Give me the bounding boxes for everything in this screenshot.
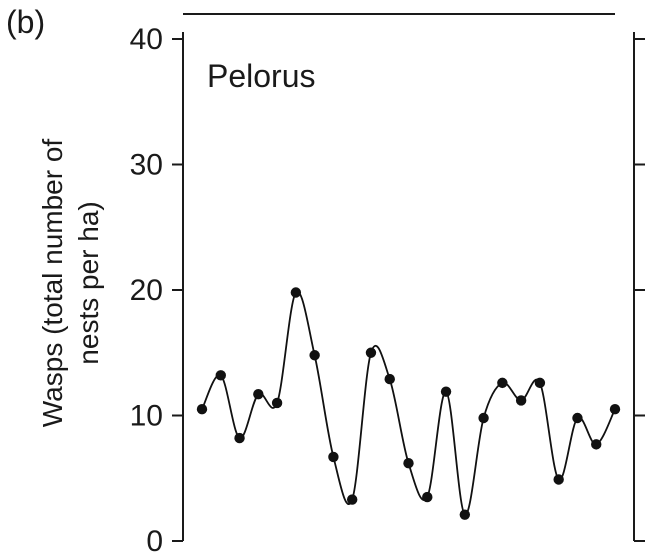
data-point xyxy=(459,509,471,520)
data-point xyxy=(553,474,564,485)
y-axis-title-line-1: Wasps (total number of xyxy=(37,139,68,428)
data-point xyxy=(365,347,377,358)
data-point xyxy=(234,432,245,444)
data-point xyxy=(422,491,433,503)
data-point xyxy=(253,388,264,400)
data-point xyxy=(290,287,302,298)
y-tick-label: 10 xyxy=(130,400,163,433)
data-point xyxy=(384,373,395,385)
data-point xyxy=(215,370,226,381)
data-point xyxy=(609,404,621,415)
y-axis-title-line-2: nests per ha) xyxy=(73,201,104,364)
series-line xyxy=(201,290,616,516)
data-point xyxy=(515,395,527,406)
panel-label: (b) xyxy=(6,4,45,40)
y-tick-label: 40 xyxy=(130,23,163,56)
y-axis-title: Wasps (total number of nests per ha) xyxy=(37,139,104,428)
data-point xyxy=(271,397,283,409)
axes xyxy=(182,13,635,541)
data-point xyxy=(534,377,546,389)
data-point xyxy=(196,404,208,415)
data-point xyxy=(403,457,414,469)
data-point xyxy=(440,386,452,397)
data-points xyxy=(196,287,621,520)
y-ticks: 0 10 20 30 40 xyxy=(130,23,645,557)
data-point xyxy=(346,494,358,505)
y-tick-label: 30 xyxy=(130,149,163,182)
data-point xyxy=(328,451,339,463)
data-point xyxy=(591,439,602,450)
y-tick-label: 0 xyxy=(146,525,163,557)
chart-title: Pelorus xyxy=(207,58,316,94)
data-point xyxy=(309,350,320,361)
data-point xyxy=(497,377,508,389)
data-point xyxy=(478,412,489,424)
data-point xyxy=(572,412,583,424)
y-tick-label: 20 xyxy=(130,274,163,307)
